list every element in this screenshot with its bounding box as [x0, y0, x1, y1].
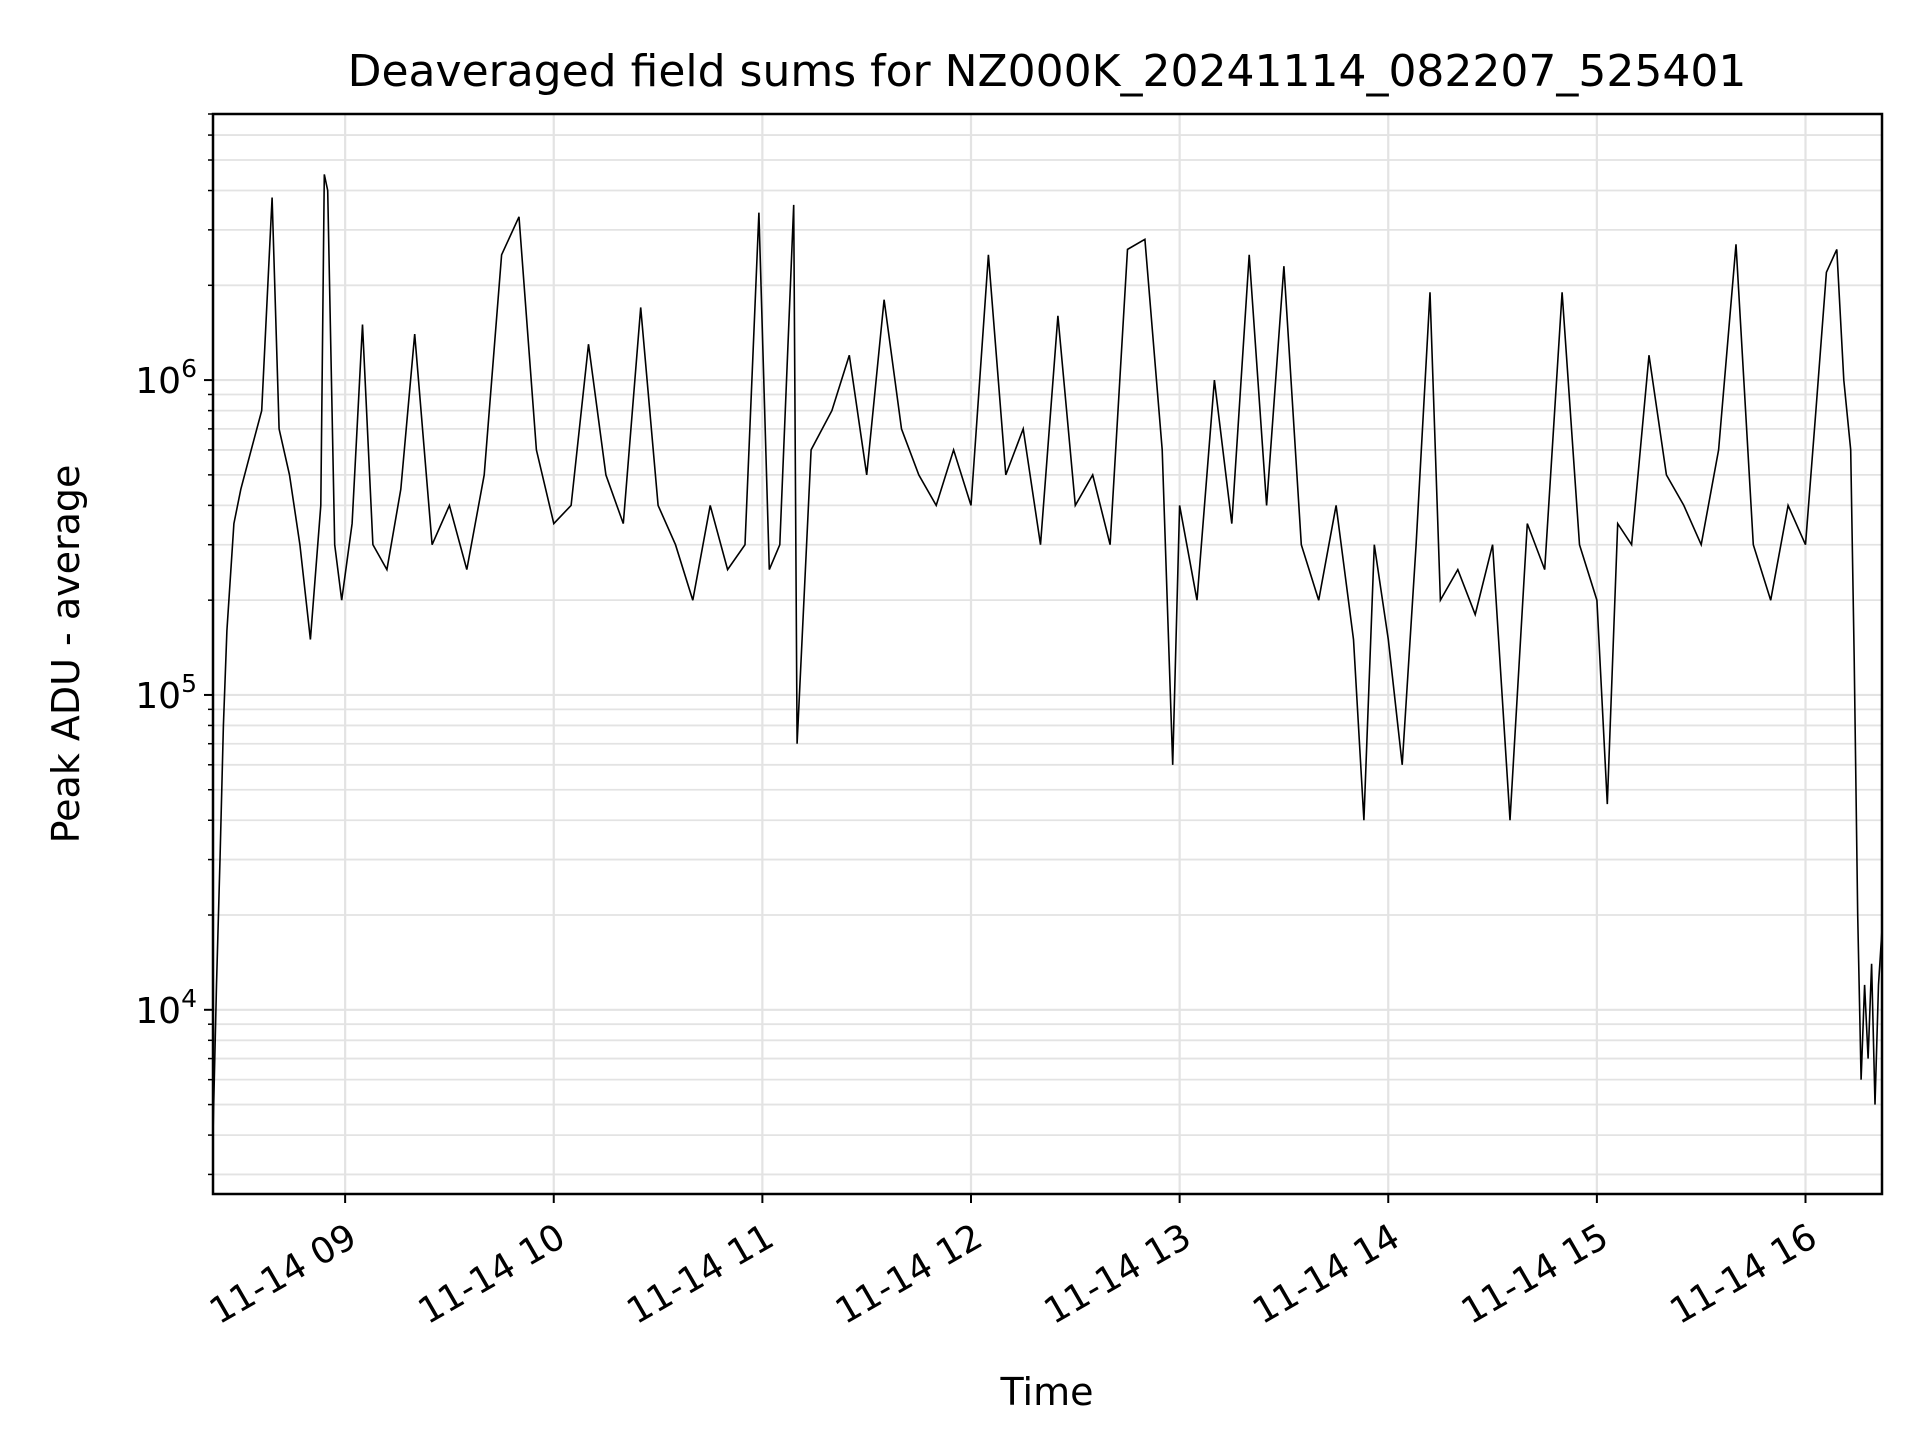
- y-tick-label: 106: [135, 354, 197, 402]
- y-tick-label: 105: [135, 669, 197, 717]
- plot-frame: [211, 112, 1884, 1196]
- x-axis-label: Time: [1000, 1370, 1094, 1414]
- chart-title: Deaveraged field sums for NZ000K_2024111…: [348, 46, 1747, 97]
- series-line: [212, 174, 1883, 1136]
- axis-ticks: [204, 113, 1807, 1203]
- y-tick-label: 104: [135, 984, 197, 1032]
- y-tick-labels: 104 105 106: [135, 354, 197, 1032]
- y-axis-label: Peak ADU - average: [44, 465, 88, 844]
- series-layer: [212, 174, 1883, 1136]
